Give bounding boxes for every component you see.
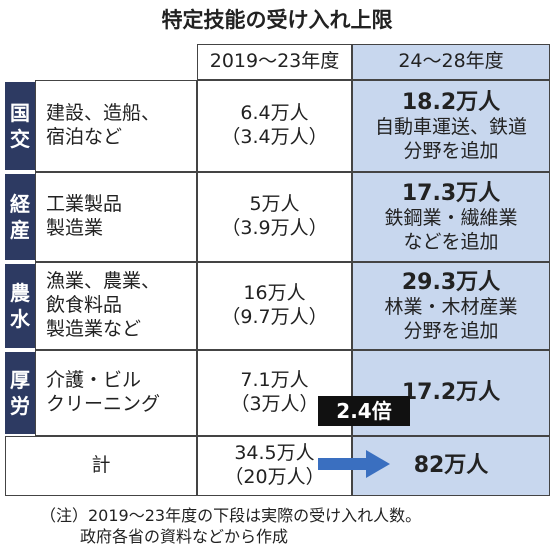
- period1-line: 16万人: [243, 282, 306, 305]
- ministry-char: 厚: [10, 368, 30, 392]
- category-line: 飲食料品: [46, 294, 123, 317]
- ministry: 厚労: [5, 352, 35, 434]
- period1-line: 6.4万人: [240, 102, 309, 125]
- arrow-shape: [318, 450, 390, 478]
- ministry-char: 農: [10, 281, 30, 305]
- period1-line: （3.9万人）: [221, 217, 328, 239]
- period1: 16万人 （9.7万人）: [197, 262, 352, 350]
- total-label-text: 計: [91, 454, 111, 477]
- ratio-label: 2.4倍: [318, 396, 410, 426]
- header-period1: 2019〜23年度: [197, 44, 352, 80]
- note-line: 林業・木材産業: [384, 296, 518, 318]
- period2: 18.2万人 自動車運送、鉄道 分野を追加: [352, 80, 550, 172]
- category-line: クリーニング: [46, 393, 161, 415]
- total-period1-line: （20万人）: [224, 466, 325, 488]
- note-line: 分野を追加: [403, 139, 499, 162]
- category: 介護・ビル クリーニング: [35, 350, 197, 436]
- category: 漁業、農業、 飲食料品 製造業など: [35, 262, 197, 350]
- footnote-line: 政府各省の資料などから作成: [80, 526, 289, 546]
- category: 工業製品 製造業: [35, 172, 197, 262]
- category-line: 漁業、農業、: [46, 270, 161, 293]
- title: 特定技能の受け入れ上限: [161, 8, 393, 32]
- period1: 7.1万人 （3万人）: [197, 350, 352, 436]
- footnote-line: （注）2019〜23年度の下段は実際の受け入れ人数。: [40, 506, 422, 525]
- note-line: などを追加: [403, 230, 499, 253]
- arrow: [318, 450, 390, 478]
- note-line: 鉄鋼業・繊維業: [384, 207, 518, 229]
- period1-line: 7.1万人: [240, 369, 309, 392]
- period1: 5万人 （3.9万人）: [197, 172, 352, 262]
- ministry-char: 経: [10, 192, 30, 216]
- category-line: 介護・ビル: [46, 369, 142, 392]
- period1-line: 5万人: [249, 193, 300, 216]
- ministry-char: 産: [10, 218, 30, 242]
- period1-line: （3.4万人）: [221, 126, 328, 148]
- period2-value: 29.3万人: [401, 269, 501, 295]
- ministry-char: 交: [10, 127, 30, 151]
- category-line: 製造業など: [46, 317, 142, 340]
- period2: 17.3万人 鉄鋼業・繊維業 などを追加: [352, 172, 550, 262]
- category-line: 製造業: [46, 217, 104, 239]
- ministry-char: 水: [10, 307, 30, 331]
- period1: 6.4万人 （3.4万人）: [197, 80, 352, 172]
- category-line: 工業製品: [46, 193, 123, 216]
- period2-value: 18.2万人: [401, 89, 501, 115]
- period2: 29.3万人 林業・木材産業 分野を追加: [352, 262, 550, 350]
- period1-line: （3万人）: [230, 393, 319, 415]
- ministry: 国交: [5, 82, 35, 170]
- period2-value: 17.3万人: [401, 180, 501, 206]
- footnote: （注）2019〜23年度の下段は実際の受け入れ人数。 政府各省の資料などから作成: [40, 506, 421, 548]
- category-line: 宿泊など: [46, 126, 123, 148]
- total-period2-value: 82万人: [413, 453, 489, 479]
- note-line: 分野を追加: [403, 319, 499, 342]
- category-line: 建設、造船、: [46, 102, 161, 125]
- category: 建設、造船、 宿泊など: [35, 80, 197, 172]
- total-period1-line: 34.5万人: [234, 442, 315, 465]
- ministry: 経産: [5, 174, 35, 260]
- total-label: 計: [5, 436, 197, 496]
- ministry-char: 労: [10, 394, 30, 418]
- total-period2: 82万人: [352, 436, 550, 496]
- note-line: 自動車運送、鉄道: [374, 116, 527, 138]
- header-period2: 24〜28年度: [352, 44, 550, 80]
- ministry: 農水: [5, 264, 35, 348]
- period2-value: 17.2万人: [401, 380, 501, 406]
- period1-line: （9.7万人）: [221, 306, 328, 328]
- ministry-char: 国: [10, 101, 30, 125]
